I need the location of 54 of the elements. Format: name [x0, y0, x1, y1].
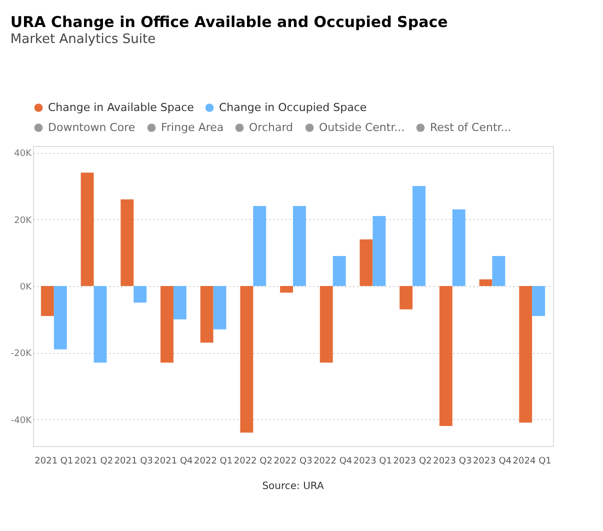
legend-label: Fringe Area — [161, 120, 224, 134]
chart-title: URA Change in Office Available and Occupied Space — [10, 13, 448, 31]
legend-label: Downtown Core — [48, 120, 136, 134]
y-tick-label: -40K — [10, 416, 33, 426]
bar — [213, 286, 226, 330]
bar — [200, 286, 214, 343]
bar — [439, 286, 452, 426]
bar — [240, 286, 254, 433]
x-tick-label: 2023 Q1 — [353, 456, 392, 466]
y-tick-label: 40K — [14, 149, 33, 160]
bar — [40, 286, 54, 316]
bar — [173, 286, 186, 320]
x-tick-label: 2023 Q2 — [393, 456, 432, 466]
x-tick-label: 2021 Q1 — [34, 456, 74, 466]
legend-label: Rest of Centr... — [430, 120, 512, 134]
bar — [412, 186, 426, 286]
bar — [372, 216, 386, 286]
legend-label: Change in Occupied Space — [219, 100, 367, 114]
x-tick-label: 2021 Q4 — [154, 456, 194, 466]
x-tick-label: 2022 Q2 — [234, 456, 272, 466]
x-tick-label: 2022 Q4 — [314, 456, 352, 466]
source-note: Source: URA — [262, 481, 324, 492]
legend-label: Orchard — [249, 120, 294, 134]
bar — [120, 199, 134, 286]
bar — [280, 286, 293, 293]
bar — [160, 286, 174, 363]
bar — [253, 206, 266, 286]
x-tick-label: 2022 Q3 — [274, 456, 312, 466]
bar — [54, 286, 67, 350]
bar — [452, 209, 466, 286]
bar — [519, 286, 532, 423]
y-tick-label: -20K — [10, 349, 33, 360]
y-tick-label: 20K — [14, 216, 33, 226]
x-tick-label: 2022 Q1 — [194, 456, 233, 466]
bar — [492, 256, 506, 286]
x-tick-label: 2024 Q1 — [512, 456, 552, 466]
bar — [479, 279, 492, 286]
x-tick-label: 2021 Q2 — [74, 456, 114, 466]
legend-label: Change in Available Space — [48, 100, 194, 114]
bar — [332, 256, 346, 286]
x-tick-label: 2021 Q3 — [114, 456, 153, 466]
bar — [94, 286, 107, 363]
x-tick-label: 2023 Q4 — [472, 456, 512, 466]
legend-label: Outside Centr... — [319, 120, 405, 134]
bar — [80, 172, 94, 286]
bar — [293, 206, 306, 286]
bar — [532, 286, 546, 316]
bar — [134, 286, 147, 303]
y-tick-label: 0K — [20, 282, 33, 292]
bar — [400, 286, 413, 310]
bar — [320, 286, 333, 363]
chart-subtitle: Market Analytics Suite — [10, 32, 156, 47]
x-tick-label: 2023 Q3 — [433, 456, 472, 466]
bar — [360, 239, 373, 286]
